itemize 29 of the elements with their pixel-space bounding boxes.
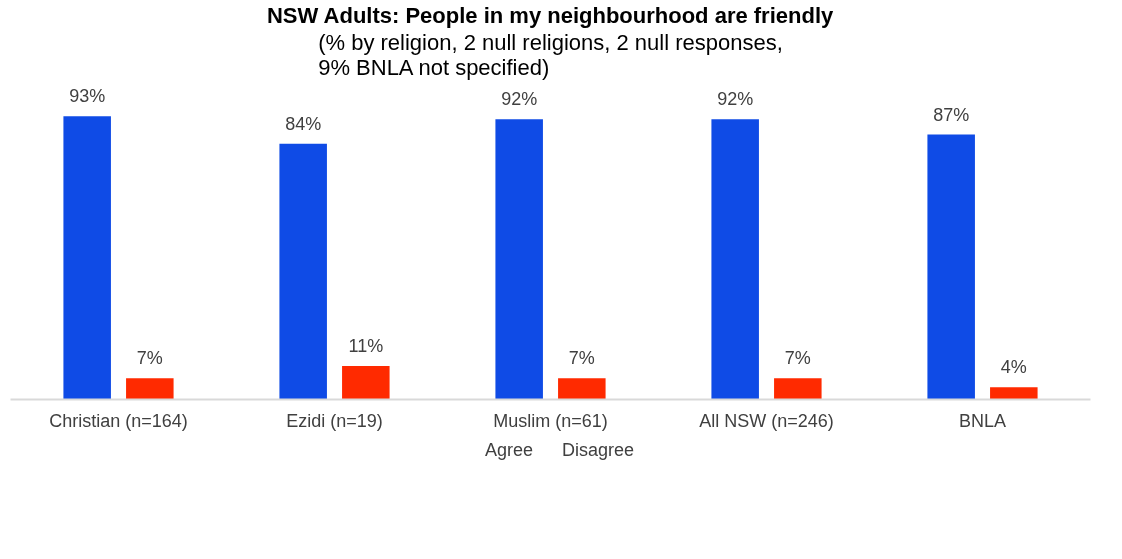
chart-title: NSW Adults: People in my neighbourhood are friendly xyxy=(266,2,835,28)
bar xyxy=(279,143,327,400)
bar xyxy=(711,119,759,400)
bar xyxy=(990,387,1038,400)
x-tick-label: Christian (n=164) xyxy=(49,410,188,431)
data-label: 11% xyxy=(348,336,384,356)
x-tick-label: All NSW (n=246) xyxy=(699,410,834,431)
text: Agree xyxy=(484,439,533,461)
data-label: 7% xyxy=(784,348,811,369)
bar xyxy=(342,366,390,400)
data-label: 87% xyxy=(933,104,970,125)
data-label: 93% xyxy=(69,86,106,107)
x-tick-label: Muslim (n=61) xyxy=(493,410,608,431)
x-tick-label: Ezidi (n=19) xyxy=(286,410,383,431)
text: Disagree xyxy=(562,439,635,461)
chart-subtitle: (% by religion, 2 null religions, 2 null responses, 9% BNLA not specified) xyxy=(318,29,783,80)
data-label: 92% xyxy=(717,89,754,110)
data-label: 7% xyxy=(136,348,163,369)
data-label: 84% xyxy=(285,113,322,134)
bar xyxy=(927,134,975,400)
bar xyxy=(63,116,111,400)
bar xyxy=(558,378,606,400)
data-label: 7% xyxy=(568,348,595,369)
bar xyxy=(774,378,822,400)
data-label: 92% xyxy=(501,89,538,110)
bar xyxy=(495,119,543,400)
x-tick-label: BNLA xyxy=(958,410,1007,431)
bar xyxy=(126,378,174,400)
data-label: 4% xyxy=(1000,357,1027,378)
